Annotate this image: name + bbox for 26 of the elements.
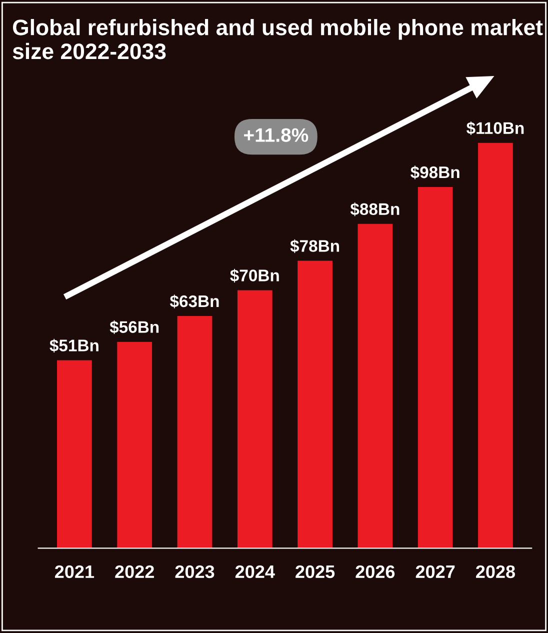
- data-label: $63Bn: [170, 294, 219, 308]
- bar: [237, 290, 272, 548]
- data-label: $51Bn: [50, 338, 98, 352]
- x-tick-label: 2027: [416, 565, 455, 578]
- x-tick-label: 2026: [356, 565, 395, 578]
- data-label: $110Bn: [466, 121, 524, 136]
- x-tick-label: 2023: [175, 565, 214, 578]
- bar: [418, 187, 453, 548]
- x-tick-label: 2028: [476, 565, 516, 578]
- x-tick-label: 2022: [115, 565, 154, 578]
- data-label: $78Bn: [290, 239, 340, 253]
- data-label: $70Bn: [230, 268, 279, 282]
- bar: [177, 316, 212, 548]
- chart-title: Global refurbished and used mobile phone market size 2022-2033: [12, 18, 543, 60]
- bar: [117, 342, 152, 548]
- bar: [57, 360, 92, 548]
- x-tick-label: 2025: [296, 565, 335, 578]
- bar: [298, 260, 332, 548]
- data-label: $88Bn: [350, 202, 400, 216]
- data-label: $56Bn: [110, 320, 159, 334]
- x-tick-label: 2021: [54, 565, 94, 578]
- bar: [358, 224, 393, 548]
- bar: [478, 142, 513, 548]
- x-tick-label: 2024: [235, 565, 275, 578]
- data-label: $98Bn: [410, 166, 460, 180]
- text: +11.8%: [244, 128, 308, 142]
